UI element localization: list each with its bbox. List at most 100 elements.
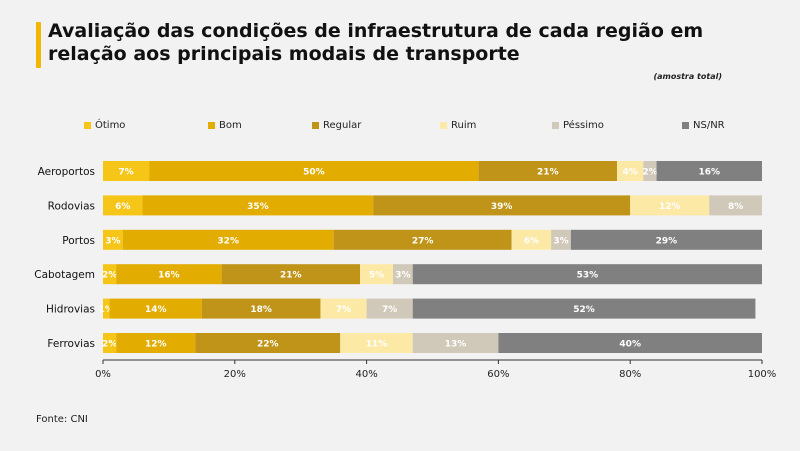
bar-segment [656, 161, 762, 181]
value-label: 21% [537, 168, 559, 178]
source-note: Fonte: CNI [36, 414, 88, 425]
value-label: 3% [395, 271, 410, 281]
legend-item: Péssimo [552, 120, 604, 131]
legend-swatch [208, 122, 215, 129]
bar-segment [116, 333, 196, 353]
value-label: 13% [445, 340, 467, 350]
value-label: 3% [105, 236, 120, 246]
bar-segment [195, 333, 341, 353]
value-label: 27% [412, 236, 434, 246]
bar-segment [109, 298, 202, 319]
value-label: 35% [247, 202, 269, 212]
category-label: Ferrovias [47, 338, 95, 350]
legend-label: Ótimo [95, 120, 126, 131]
value-label: 29% [656, 236, 678, 246]
legend-label: NS/NR [693, 120, 725, 131]
value-label: 7% [118, 168, 133, 178]
category-label: Hidrovias [46, 304, 95, 316]
legend-label: Péssimo [563, 120, 604, 131]
value-label: 52% [573, 305, 595, 315]
bar-segment [392, 264, 413, 285]
value-label: 21% [280, 271, 302, 281]
value-label: 2% [642, 168, 657, 178]
bar-segment [103, 264, 117, 285]
value-label: 22% [257, 340, 279, 350]
value-label: 53% [577, 271, 599, 281]
value-label: 50% [303, 168, 325, 178]
legend-swatch [84, 122, 91, 129]
bar-segment [373, 195, 631, 216]
bar-segment [103, 333, 117, 353]
value-label: 5% [369, 271, 384, 281]
value-label: 14% [145, 305, 167, 315]
value-label: 12% [659, 202, 681, 212]
x-tick-label: 40% [355, 369, 377, 380]
value-label: 11% [366, 340, 388, 350]
value-label: 3% [553, 236, 568, 246]
value-label: 32% [217, 236, 239, 246]
bar-segment [320, 298, 367, 319]
x-tick-label: 100% [748, 369, 777, 380]
category-label: Cabotagem [34, 269, 95, 281]
value-label: 8% [728, 202, 743, 212]
bar-segment [643, 161, 657, 181]
chart-title: Avaliação das condições de infraestrutur… [48, 20, 704, 65]
legend-item: Bom [208, 120, 242, 131]
legend-swatch [552, 122, 559, 129]
bar-segment [412, 298, 756, 319]
category-label: Aeroportos [38, 166, 95, 178]
bar-segment [478, 161, 618, 181]
chart-subtitle: (amostra total) [653, 72, 722, 81]
bar-segment [709, 195, 762, 216]
legend-swatch [682, 122, 689, 129]
bar-segment [103, 161, 150, 181]
value-label: 6% [524, 236, 539, 246]
value-label: 7% [336, 305, 351, 315]
legend-item: NS/NR [682, 120, 725, 131]
legend: Ótimo Bom Regular Ruim Péssimo NS/NR [84, 120, 784, 136]
legend-swatch [312, 122, 319, 129]
legend-swatch [440, 122, 447, 129]
bar-segment [511, 229, 552, 250]
legend-label: Bom [219, 120, 242, 131]
legend-label: Ruim [451, 120, 477, 131]
category-label: Portos [62, 235, 95, 247]
title-accent-bar [36, 22, 41, 68]
x-tick-label: 20% [224, 369, 246, 380]
bar-segment [617, 161, 644, 181]
value-label: 16% [158, 271, 180, 281]
legend-label: Regular [323, 120, 362, 131]
bar-segment [570, 229, 762, 250]
value-label: 16% [699, 168, 721, 178]
bar-segment [103, 229, 123, 250]
bar-segment [103, 298, 110, 319]
category-label: Rodovias [48, 200, 95, 212]
value-label: 4% [623, 168, 638, 178]
bar-segment [366, 298, 413, 319]
x-tick-label: 0% [95, 369, 111, 380]
bar-segment [201, 298, 321, 319]
legend-item: Regular [312, 120, 361, 131]
value-label: 6% [115, 202, 130, 212]
bar-segment [630, 195, 710, 216]
bar-segment [340, 333, 413, 353]
x-tick-label: 60% [487, 369, 509, 380]
value-label: 39% [491, 202, 513, 212]
value-label: 2% [102, 271, 117, 281]
bar-segment [412, 264, 762, 285]
bar-segment [360, 264, 393, 285]
bar-segment [142, 195, 374, 216]
bar-segment [333, 229, 512, 250]
bar-segment [221, 264, 361, 285]
value-label: 18% [250, 305, 272, 315]
bar-segment [498, 333, 762, 353]
value-label: 7% [382, 305, 397, 315]
legend-item: Ótimo [84, 120, 125, 131]
bar-segment [412, 333, 499, 353]
bar-segment [149, 161, 479, 181]
value-label: 1% [99, 305, 114, 315]
bar-segment [103, 195, 143, 216]
x-tick-label: 80% [619, 369, 641, 380]
value-label: 12% [145, 340, 167, 350]
